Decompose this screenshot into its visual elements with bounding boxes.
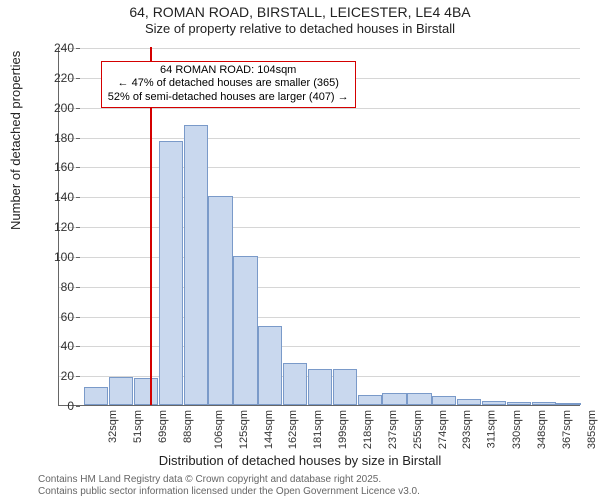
footer-line-2: Contains public sector information licen… [38, 486, 420, 498]
y-tick-label: 0 [44, 399, 74, 413]
histogram-bar [159, 141, 183, 405]
x-tick-label: 293sqm [462, 410, 474, 449]
x-tick-label: 218sqm [362, 410, 374, 449]
annotation-box: 64 ROMAN ROAD: 104sqm← 47% of detached h… [101, 61, 356, 108]
histogram-bar [109, 377, 133, 405]
grid-line [59, 346, 580, 347]
grid-line [59, 317, 580, 318]
y-axis-label: Number of detached properties [8, 51, 23, 230]
grid-line [59, 167, 580, 168]
histogram-bar [507, 402, 531, 405]
chart-title: 64, ROMAN ROAD, BIRSTALL, LEICESTER, LE4… [0, 4, 600, 36]
footer: Contains HM Land Registry data © Crown c… [38, 474, 420, 498]
x-tick-label: 274sqm [437, 410, 449, 449]
x-tick-label: 69sqm [157, 410, 169, 443]
histogram-bar [134, 378, 158, 405]
histogram-bar [84, 387, 108, 405]
grid-line [59, 48, 580, 49]
plot-area: 64 ROMAN ROAD: 104sqm← 47% of detached h… [58, 48, 580, 406]
y-tick-label: 240 [44, 41, 74, 55]
x-tick-label: 144sqm [263, 410, 275, 449]
x-tick-label: 255sqm [412, 410, 424, 449]
y-tick-label: 20 [44, 369, 74, 383]
x-tick-label: 199sqm [337, 410, 349, 449]
annotation-line-1: 64 ROMAN ROAD: 104sqm [108, 64, 349, 78]
histogram-bar [482, 401, 506, 405]
x-axis-label: Distribution of detached houses by size … [0, 453, 600, 468]
title-line-2: Size of property relative to detached ho… [0, 21, 600, 37]
histogram-bar [308, 369, 332, 405]
x-tick-label: 51sqm [132, 410, 144, 443]
histogram-bar [333, 369, 357, 405]
grid-line [59, 108, 580, 109]
x-tick-label: 162sqm [288, 410, 300, 449]
y-tick-label: 60 [44, 310, 74, 324]
x-tick-label: 311sqm [486, 410, 498, 448]
histogram-bar [432, 396, 456, 405]
x-tick-label: 385sqm [586, 410, 598, 449]
chart-wrapper: 64, ROMAN ROAD, BIRSTALL, LEICESTER, LE4… [0, 0, 600, 500]
histogram-bar [457, 399, 481, 405]
y-tick-label: 160 [44, 160, 74, 174]
annotation-line-3: 52% of semi-detached houses are larger (… [108, 91, 349, 105]
y-tick-label: 100 [44, 250, 74, 264]
histogram-bar [184, 125, 208, 405]
grid-line [59, 227, 580, 228]
histogram-bar [208, 196, 232, 405]
histogram-bar [532, 402, 556, 405]
grid-line [59, 257, 580, 258]
histogram-bar [233, 256, 257, 405]
histogram-bar [283, 363, 307, 405]
title-line-1: 64, ROMAN ROAD, BIRSTALL, LEICESTER, LE4… [0, 4, 600, 21]
y-tick-label: 120 [44, 220, 74, 234]
x-tick-label: 106sqm [213, 410, 225, 449]
grid-line [59, 197, 580, 198]
y-tick-label: 220 [44, 71, 74, 85]
grid-line [59, 287, 580, 288]
y-tick-label: 80 [44, 280, 74, 294]
y-tick-label: 140 [44, 190, 74, 204]
annotation-line-2: ← 47% of detached houses are smaller (36… [108, 77, 349, 91]
histogram-bar [258, 326, 282, 405]
y-tick-label: 40 [44, 339, 74, 353]
x-tick-label: 125sqm [238, 410, 250, 449]
histogram-bar [358, 395, 382, 405]
x-tick-label: 330sqm [511, 410, 523, 449]
y-tick-label: 200 [44, 101, 74, 115]
y-tick-label: 180 [44, 131, 74, 145]
x-tick-label: 348sqm [536, 410, 548, 449]
histogram-bar [407, 393, 431, 405]
x-tick-label: 237sqm [387, 410, 399, 449]
x-tick-label: 181sqm [312, 410, 324, 449]
histogram-bar [556, 403, 580, 405]
x-tick-label: 88sqm [182, 410, 194, 443]
grid-line [59, 138, 580, 139]
footer-line-1: Contains HM Land Registry data © Crown c… [38, 474, 420, 486]
histogram-bar [382, 393, 406, 405]
x-tick-label: 367sqm [561, 410, 573, 449]
x-tick-label: 32sqm [107, 410, 119, 443]
